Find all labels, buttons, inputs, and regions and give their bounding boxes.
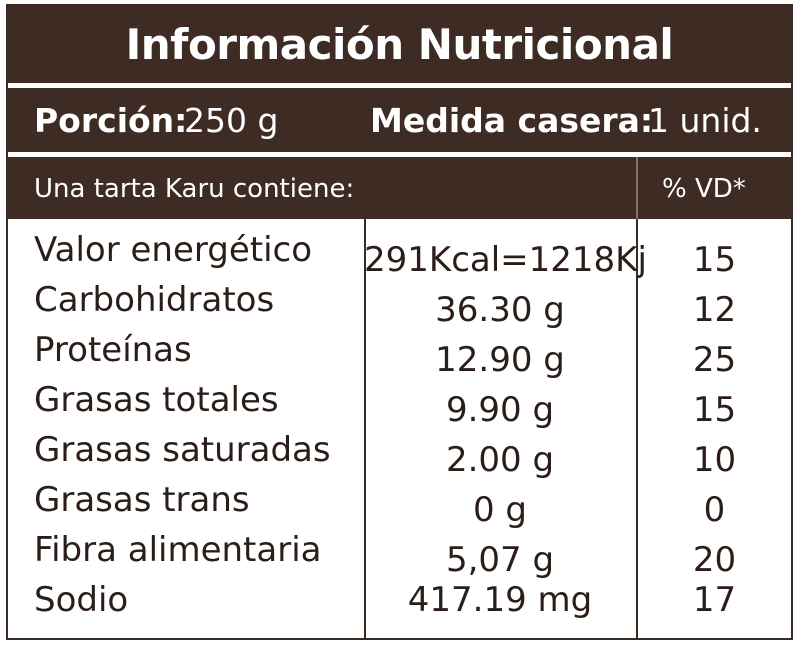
table-row: Valor energético 291Kcal=1218Kj 15 bbox=[8, 228, 791, 280]
portion-label: Porción: bbox=[34, 101, 188, 140]
nutrient-amount: 12.90 g bbox=[435, 340, 565, 380]
nutrient-name: Fibra alimentaria bbox=[34, 530, 322, 570]
nutrient-name: Proteínas bbox=[34, 330, 192, 370]
nutrient-amount: 0 g bbox=[472, 490, 528, 530]
table-row: Grasas saturadas 2.00 g 10 bbox=[8, 428, 791, 480]
table-row: Sodio 417.19 mg 17 bbox=[8, 578, 791, 628]
nutrient-vd: 17 bbox=[692, 580, 737, 620]
column-divider-amount bbox=[364, 219, 366, 640]
nutrient-vd: 20 bbox=[692, 540, 737, 580]
household-measure-value: 1 unid. bbox=[648, 101, 762, 140]
portion-value: 250 g bbox=[184, 101, 279, 140]
vd-header: % VD* bbox=[662, 174, 746, 204]
nutrient-name: Grasas trans bbox=[34, 480, 250, 520]
contains-label: Una tarta Karu contiene: bbox=[34, 174, 355, 204]
nutrient-vd: 25 bbox=[692, 340, 737, 380]
nutrient-vd: 10 bbox=[692, 440, 737, 480]
portion-bar: Porción: 250 g Medida casera: 1 unid. bbox=[8, 88, 791, 152]
nutrient-vd: 15 bbox=[692, 390, 737, 430]
nutrient-amount: 291Kcal=1218Kj bbox=[364, 240, 647, 280]
nutrient-name: Carbohidratos bbox=[34, 280, 275, 320]
nutrient-vd: 12 bbox=[692, 290, 737, 330]
nutrient-name: Valor energético bbox=[34, 230, 313, 270]
subheader-bar: Una tarta Karu contiene: % VD* bbox=[8, 157, 791, 219]
table-row: Fibra alimentaria 5,07 g 20 bbox=[8, 528, 791, 580]
nutrition-facts-panel: Información Nutricional Porción: 250 g M… bbox=[6, 4, 793, 640]
nutrient-amount: 36.30 g bbox=[435, 290, 565, 330]
header-divider bbox=[636, 152, 638, 219]
nutrient-amount: 5,07 g bbox=[445, 540, 555, 580]
column-divider-vd bbox=[636, 219, 638, 640]
table-row: Carbohidratos 36.30 g 12 bbox=[8, 278, 791, 330]
nutrient-table: Valor energético 291Kcal=1218Kj 15 Carbo… bbox=[8, 228, 791, 628]
table-row: Grasas trans 0 g 0 bbox=[8, 478, 791, 530]
nutrient-name: Sodio bbox=[34, 580, 129, 620]
nutrient-vd: 15 bbox=[692, 240, 737, 280]
nutrient-amount: 2.00 g bbox=[445, 440, 555, 480]
nutrient-amount: 9.90 g bbox=[445, 390, 555, 430]
table-row: Grasas totales 9.90 g 15 bbox=[8, 378, 791, 430]
nutrient-amount: 417.19 mg bbox=[407, 580, 593, 620]
table-row: Proteínas 12.90 g 25 bbox=[8, 328, 791, 380]
nutrient-name: Grasas saturadas bbox=[34, 430, 331, 470]
nutrient-name: Grasas totales bbox=[34, 380, 279, 420]
household-measure-label: Medida casera: bbox=[370, 101, 654, 140]
nutrition-title: Información Nutricional bbox=[8, 6, 791, 83]
nutrient-vd: 0 bbox=[703, 490, 726, 530]
